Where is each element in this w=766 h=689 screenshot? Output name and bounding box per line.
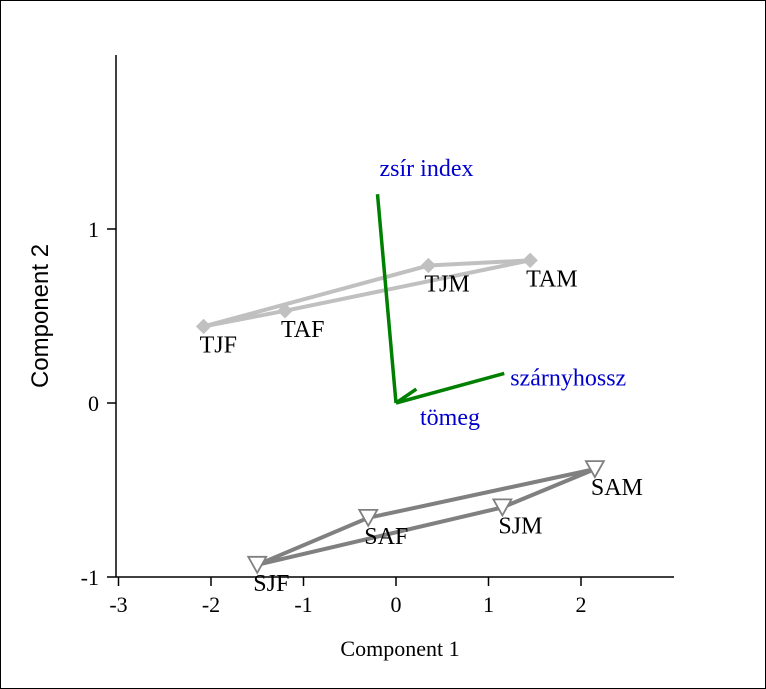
vector-label: szárnyhossz [510,365,626,391]
x-tick-label: -1 [294,592,312,617]
point-label: TJF [200,332,237,358]
vector-line [395,371,505,405]
x-tick-label: -3 [109,592,127,617]
loading-vectors: zsír index szárnyhossz tömeg [375,156,626,431]
group-hull [201,258,533,329]
y-axis-label: Component 2 [27,244,54,388]
y-tick-label: 1 [88,217,99,242]
point-marker [420,257,437,274]
vector-label: tömeg [420,405,480,431]
point-marker [584,460,606,479]
x-tick-label: 0 [391,592,402,617]
point-marker [357,508,379,528]
vector-label: zsír index [380,156,474,182]
point-label: TAM [526,266,577,292]
point-label: SJM [498,513,542,539]
point-marker [246,555,268,575]
y-tick-label: -1 [81,565,99,590]
point-marker [195,318,212,335]
point-label: SAF [364,524,408,550]
vector-line [375,194,398,404]
group-hull [255,467,597,567]
point-marker [522,252,538,269]
point-marker [277,303,293,319]
x-tick-label: -2 [202,592,220,617]
x-ticks: -3 -2 -1 0 1 2 [109,577,587,617]
x-tick-label: 1 [483,592,494,617]
x-tick-label: 2 [576,592,587,617]
point-label: TJM [424,272,469,298]
x-axis-label: Component 1 [340,636,459,661]
point-labels: TJF TAF TJM TAM SJF SAF SJM SAM [200,266,643,597]
y-ticks: -1 0 1 [81,217,116,590]
point-marker [491,498,513,518]
point-markers [195,252,606,575]
point-label: TAF [281,317,324,343]
vector-line [395,387,418,405]
y-tick-label: 0 [88,391,99,416]
point-label: SAM [591,475,643,501]
point-label: SJF [253,571,289,597]
